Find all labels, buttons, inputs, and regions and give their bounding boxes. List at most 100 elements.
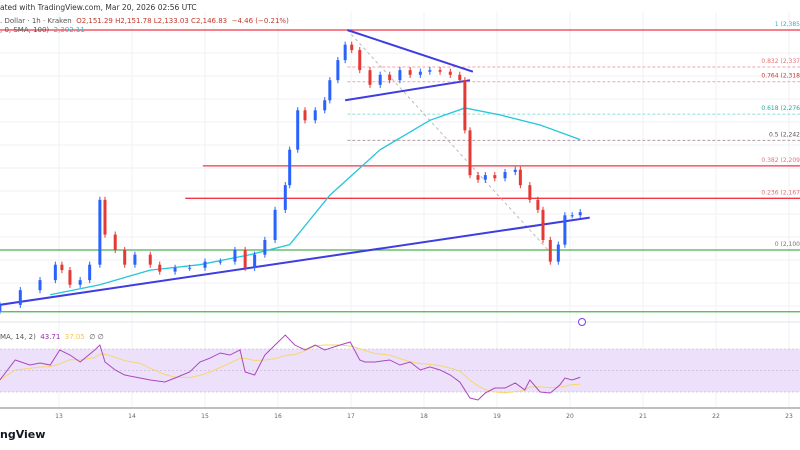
- rsi-line: [0, 334, 581, 401]
- candle-body: [503, 172, 507, 179]
- x-tick-label: 22: [712, 413, 720, 420]
- sma-line: [50, 107, 581, 296]
- rsi-ma-value: 37.05: [64, 333, 85, 341]
- candle-body: [570, 215, 574, 217]
- candle-body: [408, 70, 412, 75]
- symbol-legend: . Dollar · 1h · Kraken O2,151.29 H2,151.…: [0, 17, 289, 25]
- candle-body: [60, 264, 64, 271]
- candle-body: [563, 215, 567, 245]
- x-tick-label: 18: [420, 413, 428, 420]
- rsi-label: MA, 14, 2): [0, 333, 36, 341]
- candle-body: [283, 185, 287, 210]
- fib-label: 0 (2,100: [775, 241, 800, 248]
- symbol-info: . Dollar · 1h · Kraken: [0, 17, 72, 25]
- candle-body: [303, 110, 307, 121]
- tradingview-logo-text: ngView: [0, 428, 46, 441]
- candle-body: [368, 70, 372, 85]
- x-tick-label: 20: [566, 413, 574, 420]
- candle-body: [541, 209, 545, 240]
- candle-body: [536, 199, 540, 210]
- candle-body: [113, 234, 117, 251]
- candle-body: [103, 199, 107, 235]
- candle-body: [296, 110, 300, 150]
- candle-body: [438, 70, 442, 72]
- candle-body: [68, 270, 72, 285]
- candle-body: [133, 254, 137, 265]
- candle-body: [148, 254, 152, 265]
- candles: [0, 41, 582, 315]
- candle-body: [428, 70, 432, 72]
- sma-value: 2,302.11: [53, 26, 85, 34]
- candle-body: [548, 239, 552, 262]
- rsi-extra: ∅ ∅: [89, 333, 104, 341]
- horizontal-levels: [0, 29, 800, 313]
- fib-label: 0.382 (2,209: [761, 157, 800, 164]
- rsi-panel: [0, 334, 800, 401]
- trendlines: [0, 29, 590, 306]
- time-axis: 13 14 15 16 17 18 19 20 21 22 23: [0, 318, 800, 420]
- x-tick-label: 15: [201, 413, 209, 420]
- rsi-ma-line: [0, 344, 581, 394]
- candle-body: [78, 280, 82, 285]
- candle-body: [578, 212, 582, 216]
- candle-body: [18, 290, 22, 305]
- candle-body: [463, 80, 467, 131]
- trendline: [0, 216, 590, 306]
- fib-label: 0.764 (2,318: [761, 73, 800, 80]
- x-tick-label: 14: [128, 413, 136, 420]
- candle-body: [253, 254, 257, 268]
- candle-body: [123, 250, 127, 265]
- candle-body: [358, 50, 362, 71]
- candle-body: [243, 250, 247, 268]
- candle-body: [556, 244, 560, 262]
- x-tick-label: 19: [493, 413, 501, 420]
- candle-body: [0, 304, 2, 312]
- candle-body: [528, 185, 532, 200]
- fib-label: 0.832 (2,337: [761, 58, 800, 65]
- x-tick-label: 23: [785, 413, 793, 420]
- alert-marker-icon: [578, 318, 586, 326]
- trendline: [347, 29, 474, 73]
- rsi-value: 43.71: [40, 333, 61, 341]
- candle-body: [513, 169, 517, 173]
- fib-label: 0.618 (2,276: [761, 105, 800, 112]
- candle-body: [350, 44, 354, 51]
- candle-body: [388, 74, 392, 81]
- candle-body: [378, 74, 382, 85]
- candle-body: [88, 264, 92, 281]
- candle-body: [458, 74, 462, 81]
- candle-body: [53, 264, 57, 281]
- candle-body: [273, 209, 277, 240]
- ohlc-values: O2,151.29 H2,151.78 L2,133.03 C2,146.83: [76, 17, 228, 25]
- fib-retracement: 1 (2,385 0.832 (2,337 0.764 (2,318 0.618 (2…: [346, 21, 800, 251]
- candle-body: [483, 175, 487, 180]
- candle-body: [418, 71, 422, 75]
- candle-body: [98, 199, 102, 265]
- candle-body: [263, 239, 267, 255]
- candle-body: [343, 44, 347, 61]
- candle-body: [336, 60, 340, 81]
- candle-body: [328, 80, 332, 101]
- candle-body: [158, 264, 162, 272]
- candle-body: [468, 130, 472, 176]
- candle-body: [493, 175, 497, 179]
- rsi-legend: MA, 14, 2) 43.71 37.05 ∅ ∅: [0, 333, 104, 341]
- candle-body: [38, 280, 42, 291]
- candle-body: [518, 169, 522, 186]
- candle-body: [173, 267, 177, 272]
- candle-body: [188, 267, 192, 269]
- trendline: [345, 79, 471, 102]
- sma-label: , 0, SMA, 100): [0, 26, 50, 34]
- candle-body: [313, 110, 317, 121]
- candle-body: [476, 175, 480, 180]
- fib-label: 0.5 (2,242: [769, 131, 800, 138]
- fib-label: 1 (2,385: [775, 21, 800, 28]
- x-tick-label: 21: [639, 413, 647, 420]
- candle-body: [288, 149, 292, 186]
- candle-body: [233, 250, 237, 262]
- candle-body: [218, 261, 222, 263]
- sma-100-line: [50, 107, 581, 296]
- sma-legend: , 0, SMA, 100) 2,302.11: [0, 26, 85, 34]
- x-tick-label: 13: [55, 413, 63, 420]
